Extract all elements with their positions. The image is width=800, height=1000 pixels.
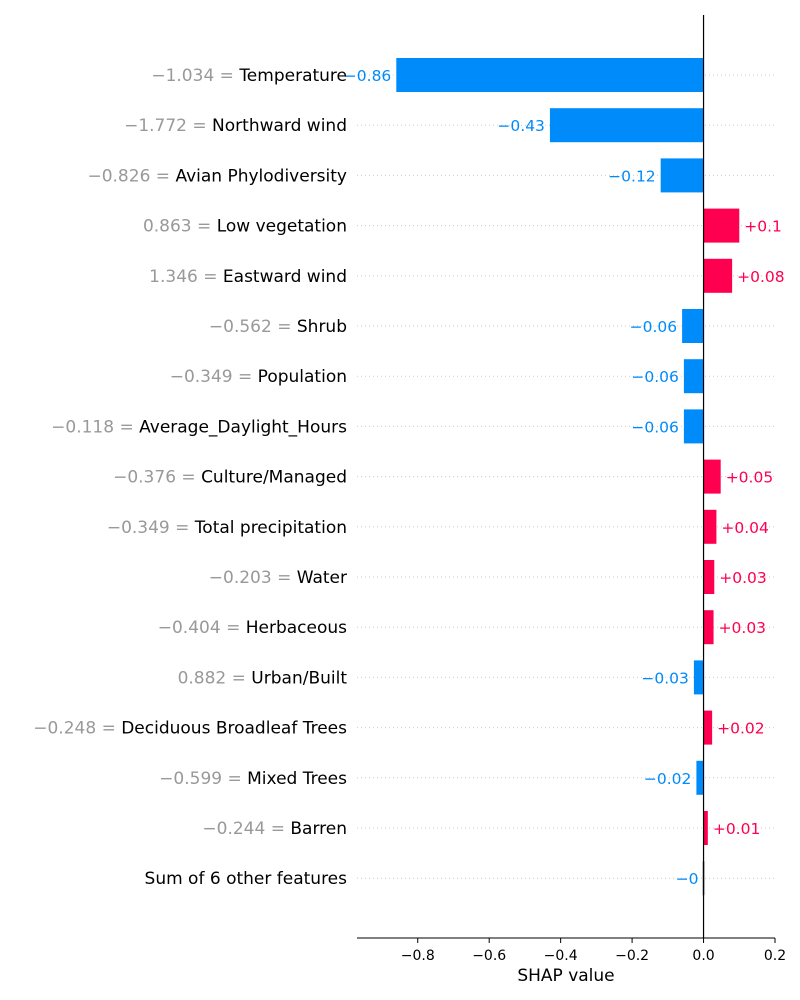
feature-label: 1.346 = Eastward wind [149,267,347,287]
feature-name: Mixed Trees [247,769,347,789]
bar-8 [683,409,704,444]
feature-label: −0.376 = Culture/Managed [113,468,347,488]
bar-value-label: +0.03 [719,619,767,637]
bar-value-label: −0.06 [630,318,678,336]
feature-value: −0.248 = [33,719,121,739]
feature-value: −0.349 = [107,518,195,538]
feature-value: −0.244 = [202,819,290,839]
x-tick-label: −0.2 [615,948,649,964]
bar-9 [703,459,721,494]
feature-name: Deciduous Broadleaf Trees [121,719,347,739]
feature-name: Culture/Managed [201,468,347,488]
feature-name: Barren [290,819,347,839]
bar-15 [696,760,704,795]
x-axis-label: SHAP value [517,966,614,986]
feature-label: −0.244 = Barren [202,819,347,839]
feature-name: Northward wind [212,116,347,136]
feature-value: 0.863 = [143,217,217,237]
bar-value-label: +0.08 [737,268,785,286]
feature-name: Low vegetation [217,217,347,237]
x-tick-label: 0.0 [692,948,714,964]
feature-name: Total precipitation [194,518,347,538]
bar-value-label: +0.05 [726,469,774,487]
feature-value: 0.882 = [178,668,252,688]
feature-label: 0.882 = Urban/Built [178,668,348,688]
feature-value: −0.562 = [209,317,297,337]
feature-name: Herbaceous [246,618,347,638]
feature-value: −0.349 = [170,367,258,387]
x-tick-label: −0.4 [544,948,578,964]
bar-16 [703,811,708,845]
bar-value-label: +0.01 [713,820,761,838]
bar-11 [703,560,715,594]
feature-name: Urban/Built [251,668,347,688]
feature-label: −0.599 = Mixed Trees [159,769,347,789]
feature-value: −1.772 = [124,116,212,136]
feature-name: Population [258,367,347,387]
feature-value: −1.034 = [151,66,239,86]
x-tick-label: −0.6 [472,948,506,964]
bar-value-label: +0.04 [721,519,769,537]
bar-value-label: +0.02 [717,720,765,738]
bar-10 [703,509,717,544]
feature-value: −0.599 = [159,769,247,789]
bar-12 [703,610,714,645]
bar-4 [703,208,740,243]
y-axis-labels: −1.034 = Temperature −1.772 = Northward w… [33,66,347,889]
feature-label: −0.349 = Total precipitation [107,518,347,538]
feature-name: Water [297,568,347,588]
bar-6 [682,309,704,343]
feature-label: −0.349 = Population [170,367,347,387]
feature-label: −1.772 = Northward wind [124,116,347,136]
x-axis: −0.8 −0.6 −0.4 −0.2 0.0 0.2 [357,937,786,964]
bars: −0.86 −0.43 −0.12 +0.1 +0.08 −0.06 −0.06 −0.06 +… [344,58,785,896]
bar-value-label: −0.86 [344,67,392,85]
feature-label: −0.404 = Herbaceous [158,618,347,638]
feature-label: −1.034 = Temperature [151,66,347,86]
bar-value-label: −0.02 [644,770,692,788]
feature-value: −0.376 = [113,468,201,488]
bar-value-label: −0.43 [497,117,545,135]
feature-label: −0.248 = Deciduous Broadleaf Trees [33,719,347,739]
feature-value: −0.118 = [51,417,139,437]
bar-7 [683,359,704,394]
feature-label: −0.203 = Water [209,568,347,588]
feature-label: −0.118 = Average_Daylight_Hours [51,417,347,437]
feature-label: Sum of 6 other features [145,869,348,889]
bar-value-label: +0.03 [719,569,767,587]
bar-value-label: −0.03 [641,669,689,687]
feature-name: Sum of 6 other features [145,869,348,889]
x-tick-label: 0.2 [764,948,786,964]
bar-5 [703,258,733,293]
bar-14 [703,710,713,745]
feature-label: −0.562 = Shrub [209,317,347,337]
feature-name: Eastward wind [223,267,347,287]
feature-name: Shrub [297,317,347,337]
feature-value: −0.203 = [209,568,297,588]
bar-value-label: −0.06 [631,368,679,386]
bar-value-label: −0.06 [631,418,679,436]
feature-name: Temperature [238,66,347,86]
feature-name: Avian Phylodiversity [175,166,347,186]
bar-3 [660,158,704,193]
bar-value-label: −0 [676,870,699,888]
bar-1 [396,58,704,92]
feature-value: 1.346 = [149,267,223,287]
bar-13 [693,660,704,695]
feature-label: 0.863 = Low vegetation [143,217,347,237]
feature-value: −0.826 = [87,166,175,186]
feature-label: −0.826 = Avian Phylodiversity [87,166,347,186]
feature-name: Average_Daylight_Hours [139,417,347,437]
bar-value-label: −0.12 [608,167,656,185]
bar-value-label: +0.1 [744,218,782,236]
gridlines [357,74,775,879]
feature-value: −0.404 = [158,618,246,638]
x-tick-label: −0.8 [401,948,435,964]
bar-2 [549,108,704,143]
